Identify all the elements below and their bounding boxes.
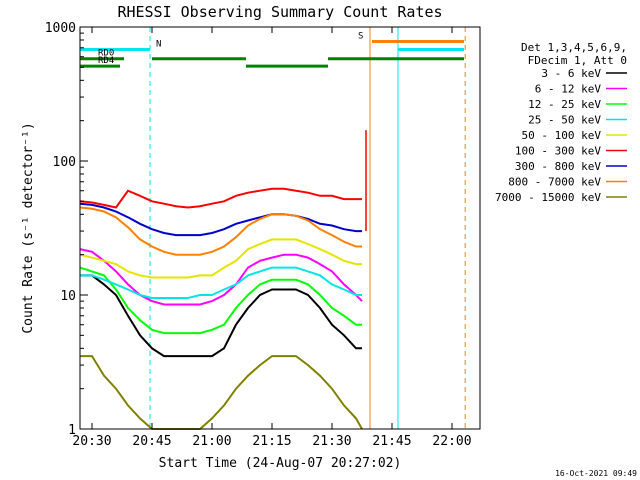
timestamp: 16-Oct-2021 09:49 (555, 469, 637, 478)
series-line-5 (79, 238, 362, 279)
y-tick-label-10: 10 (60, 289, 76, 304)
flag-label-s: S (358, 31, 363, 41)
flag-label-rd4: RD4 (98, 56, 114, 66)
axes: 20:30 20:45 21:00 21:15 21:30 21:45 22:00 1 10 10… (45, 21, 472, 449)
legend-label-1: 3 - 6 keV (541, 67, 601, 80)
legend-label-5: 50 - 100 keV (522, 129, 602, 142)
legend-label-4: 25 - 50 keV (528, 114, 601, 127)
y-tick-label-100: 100 (53, 155, 76, 170)
x-tick-label-21:15: 21:15 (252, 434, 291, 449)
flag-label-n: N (156, 39, 161, 49)
series-line-1 (80, 274, 362, 358)
x-tick-label-22:00: 22:00 (432, 434, 471, 449)
flag-label-rd0: RD0 (98, 49, 114, 59)
x-tick-label-21:00: 21:00 (192, 434, 231, 449)
series-line-6 (79, 187, 362, 209)
series-line-4 (80, 266, 362, 299)
series-line-8 (79, 206, 362, 256)
x-tick-label-20:45: 20:45 (132, 434, 171, 449)
legend-label-9: 7000 - 15000 keV (495, 191, 601, 204)
plot-frame (79, 26, 481, 430)
legend-header-1: Det 1,3,4,5,6,9, (521, 41, 627, 54)
series-line-3 (79, 266, 362, 335)
y-tick-label-1000: 1000 (45, 21, 76, 36)
y-axis-label: Count Rate (s⁻¹ detector⁻¹) (21, 122, 36, 333)
legend-label-6: 100 - 300 keV (515, 145, 601, 158)
x-axis-label: Start Time (24-Aug-07 20:27:02) (159, 456, 402, 471)
legend: Det 1,3,4,5,6,9,FDecim 1, Att 03 - 6 keV… (495, 41, 627, 204)
legend-label-8: 800 - 7000 keV (508, 176, 601, 189)
x-tick-label-21:45: 21:45 (372, 434, 411, 449)
series-line-2 (79, 248, 363, 306)
legend-label-7: 300 - 800 keV (515, 160, 601, 173)
series-line-7 (79, 202, 362, 237)
x-tick-label-20:30: 20:30 (72, 434, 111, 449)
y-tick-label-1: 1 (68, 423, 76, 438)
chart-title: RHESSI Observing Summary Count Rates (117, 3, 442, 21)
legend-header-2: FDecim 1, Att 0 (528, 54, 627, 67)
legend-label-2: 6 - 12 keV (535, 83, 602, 96)
x-tick-label-21:30: 21:30 (312, 434, 351, 449)
series-line-9 (80, 355, 363, 430)
legend-label-3: 12 - 25 keV (528, 98, 601, 111)
